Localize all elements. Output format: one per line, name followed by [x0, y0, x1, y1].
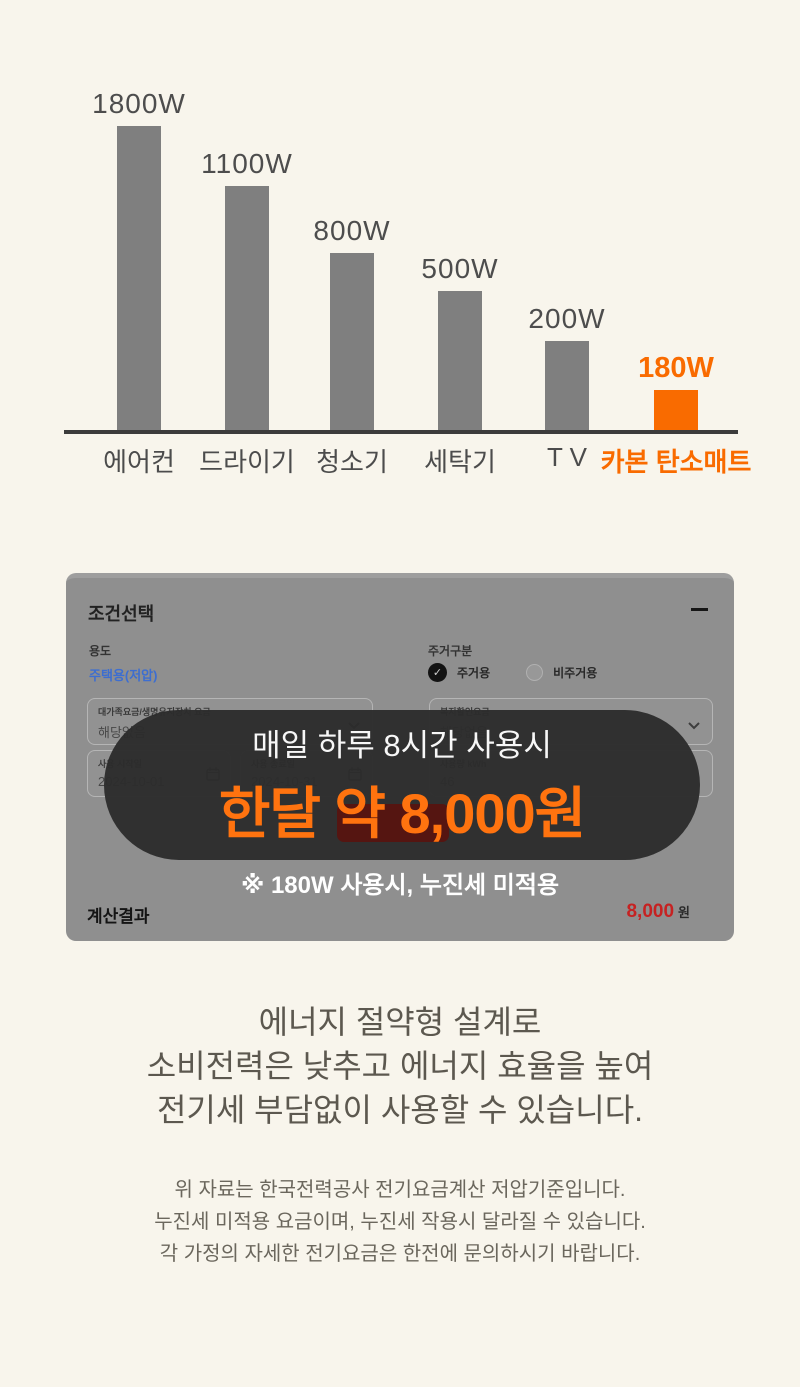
bar-category-label: 드라이기 — [199, 447, 295, 477]
bar-800w — [330, 253, 374, 431]
footnote-line: 누진세 미적용 요금이며, 누진세 작용시 달라질 수 있습니다. — [154, 1211, 646, 1233]
energy-saving-description: 에너지 절약형 설계로 소비전력은 낮추고 에너지 효율을 높여 전기세 부담없… — [0, 1000, 800, 1132]
radio-nonresidential-label[interactable]: 비주거용 — [553, 666, 598, 680]
bar-category-label: 청소기 — [316, 447, 388, 477]
collapse-minus-icon[interactable] — [691, 608, 708, 611]
bar-category-label: 에어컨 — [103, 447, 175, 477]
residence-radio-group: ✓ 주거용 비주거용 — [428, 663, 597, 682]
power-comparison-chart: 1800W 에어컨 1100W 드라이기 800W 청소기 500W 세탁기 200W T V 18… — [0, 0, 800, 500]
usage-type-label: 용도 — [89, 644, 112, 658]
residence-type-label: 주거구분 — [428, 644, 473, 658]
bar-value-label: 800W — [313, 215, 391, 246]
chevron-down-icon — [688, 717, 700, 735]
family-discount-label: 대가족요금/생명유지장치 요금 — [98, 707, 211, 717]
calculate-button[interactable] — [337, 804, 449, 842]
result-label: 계산결과 — [87, 907, 150, 926]
bar-200w — [545, 341, 589, 431]
bar-value-label: 180W — [638, 352, 714, 384]
description-line: 소비전력은 낮추고 에너지 효율을 높여 — [146, 1048, 654, 1084]
usage-type-value[interactable]: 주택용(저압) — [89, 668, 158, 683]
bar-category-label: T V — [547, 442, 587, 472]
description-line: 전기세 부담없이 사용할 수 있습니다. — [156, 1092, 644, 1128]
footnote-line: 각 가정의 자세한 전기요금은 한전에 문의하시기 바랍니다. — [159, 1243, 641, 1265]
bar-500w — [438, 291, 482, 431]
result-amount: 8,000 원 — [626, 901, 690, 923]
disclaimer-footnote: 위 자료는 한국전력공사 전기요금계산 저압기준입니다. 누진세 미적용 요금이… — [0, 1174, 800, 1270]
bar-category-label: 카본 탄소매트 — [600, 447, 752, 477]
radio-checked-icon[interactable]: ✓ — [428, 663, 447, 682]
chart-axis-line — [64, 430, 738, 434]
bar-180w — [654, 390, 698, 431]
radio-residential-label[interactable]: 주거용 — [457, 666, 491, 680]
promo-note: ※ 180W 사용시, 누진세 미적용 — [240, 872, 560, 899]
bar-value-label: 1800W — [92, 88, 186, 119]
fee-calculator-panel: 조건선택 용도 주택용(저압) 주거구분 ✓ 주거용 비주거용 대가족요금/생명… — [66, 573, 734, 941]
promo-usage-condition: 매일 하루 8시간 사용시 — [252, 728, 552, 763]
radio-unchecked-icon[interactable] — [526, 664, 544, 681]
result-amount-number: 8,000 — [626, 901, 675, 922]
description-line: 에너지 절약형 설계로 — [258, 1004, 542, 1040]
bar-value-label: 200W — [528, 303, 606, 334]
bar-1100w — [225, 186, 269, 431]
promo-overlay-pill: 매일 하루 8시간 사용시 한달 약 8,000원 — [104, 710, 700, 860]
bar-value-label: 1100W — [201, 148, 293, 179]
bar-1800w — [117, 126, 161, 431]
result-unit: 원 — [678, 905, 690, 920]
bar-category-label: 세탁기 — [424, 447, 496, 477]
promo-monthly-cost: 한달 약 8,000원 — [218, 782, 586, 845]
footnote-line: 위 자료는 한국전력공사 전기요금계산 저압기준입니다. — [174, 1179, 626, 1201]
panel-title: 조건선택 — [88, 604, 155, 624]
bar-value-label: 500W — [421, 253, 499, 284]
